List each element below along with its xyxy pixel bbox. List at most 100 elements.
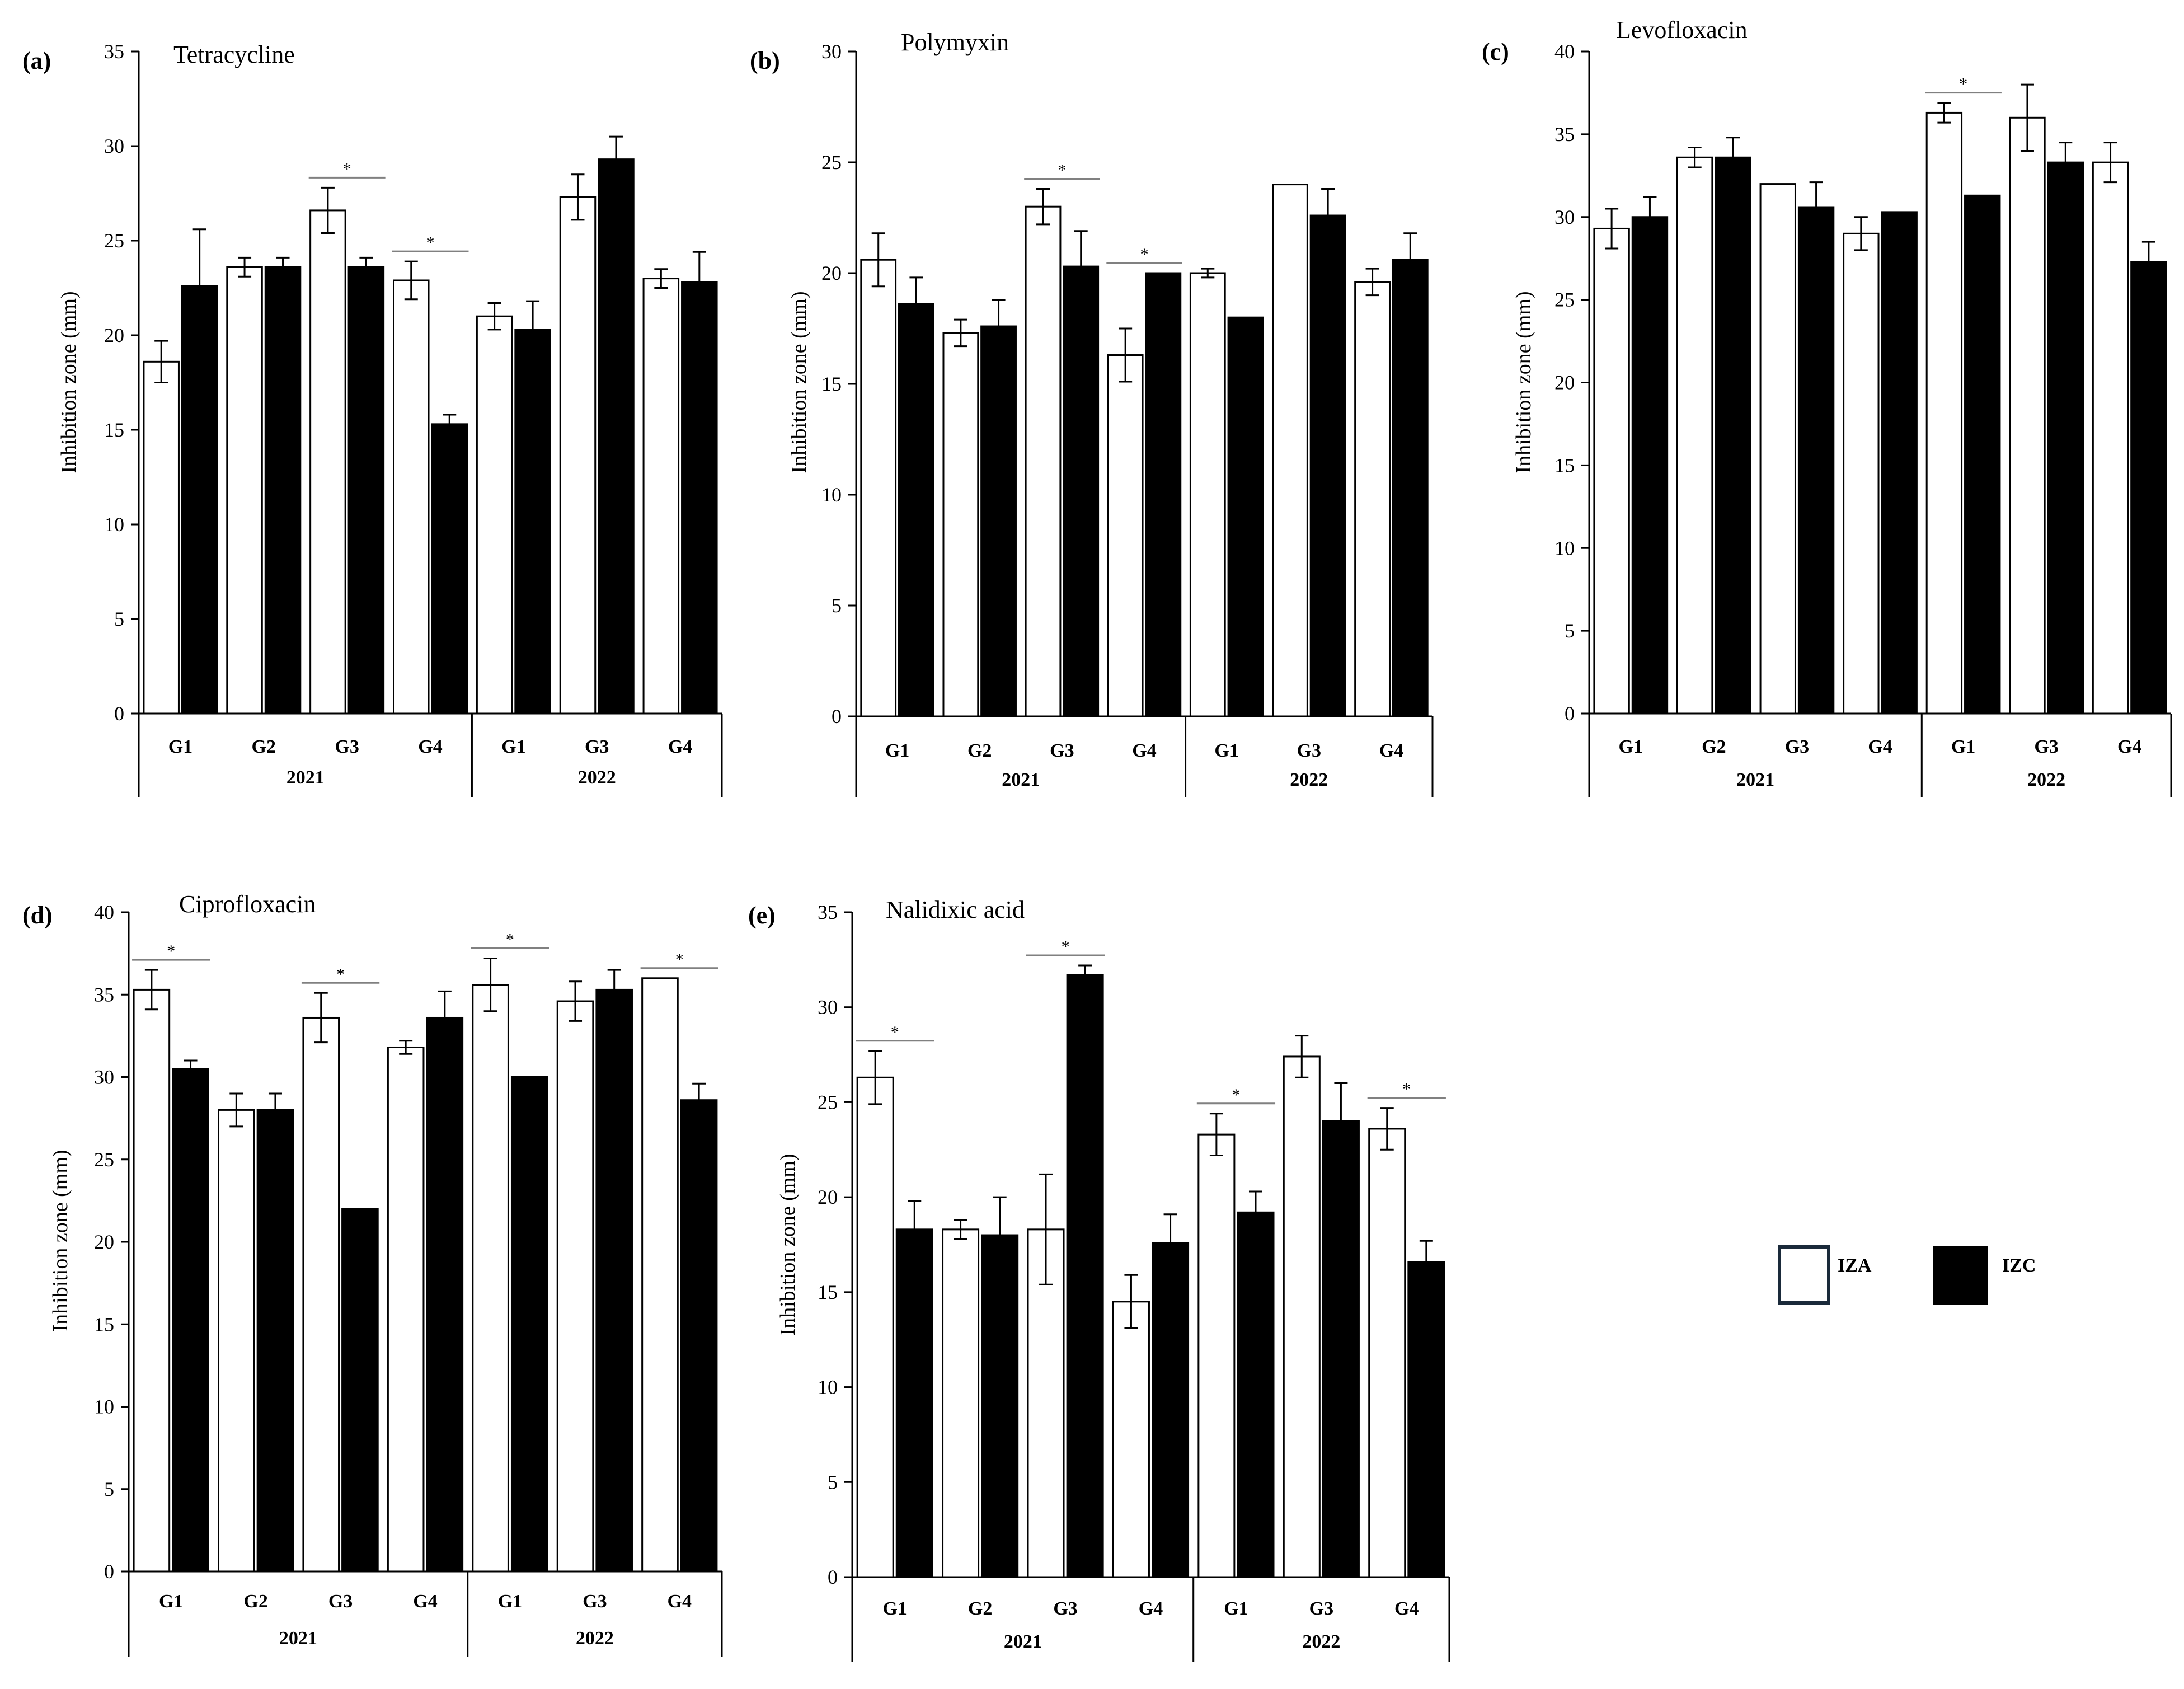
bar-izc-g1	[510, 1076, 548, 1573]
x-tick-label: G4	[1132, 740, 1156, 761]
bar-iza-g1	[860, 259, 897, 717]
error-bar	[1809, 181, 1823, 233]
bar-iza-g3	[302, 1016, 340, 1573]
year-label: 2021	[1004, 1631, 1042, 1652]
error-bar	[321, 186, 335, 234]
bar-iza-g3	[2009, 116, 2046, 715]
error-bar	[443, 414, 457, 435]
significance-star: *	[506, 930, 514, 949]
significance-star: *	[336, 965, 345, 983]
chart-title: Tetracycline	[173, 41, 295, 68]
bar-iza-g1	[472, 984, 509, 1573]
error-bar	[359, 256, 373, 278]
bar-izc-g2	[264, 266, 302, 715]
x-tick-label: G3	[2034, 736, 2058, 757]
bar-iza-g2	[942, 332, 979, 717]
error-bar	[526, 300, 540, 359]
error-bar	[1163, 1213, 1177, 1273]
error-bar	[1937, 102, 1951, 124]
bar-izc-g4	[431, 423, 468, 715]
error-bar	[184, 1059, 198, 1078]
error-bar	[868, 1050, 882, 1105]
significance-marker: *	[308, 159, 386, 179]
error-bar	[654, 268, 668, 289]
chart-title: Levofloxacin	[1616, 16, 1748, 44]
bar-iza-g4	[642, 278, 680, 715]
error-bar	[571, 173, 585, 221]
bar-iza-g4	[1368, 1128, 1406, 1578]
bar-iza-g4	[393, 279, 430, 715]
significance-star: *	[1959, 75, 1967, 93]
chart-title: Polymyxin	[901, 29, 1009, 56]
bar-iza-g1	[856, 1076, 894, 1578]
y-tick-label: 35	[1554, 123, 1575, 146]
bar-iza-g3	[309, 209, 346, 715]
panel-label: (c)	[1482, 38, 1509, 65]
error-bar	[1365, 268, 1379, 297]
panel-label: (e)	[748, 902, 776, 929]
y-tick-label: 0	[104, 1560, 114, 1583]
bar-izc-g4	[1407, 1261, 1445, 1578]
bar-izc-g2	[981, 1234, 1019, 1578]
error-bar	[1295, 1035, 1309, 1078]
legend-label-iza: IZA	[1838, 1255, 1872, 1276]
error-bar	[438, 990, 452, 1045]
significance-star: *	[891, 1023, 899, 1041]
x-tick-label: G2	[1702, 736, 1726, 757]
y-tick-label: 20	[1554, 372, 1575, 394]
x-tick-label: G2	[243, 1591, 267, 1612]
x-tick-label: G2	[967, 740, 992, 761]
y-tick-label: 5	[828, 1471, 838, 1493]
x-tick-label: G1	[885, 740, 909, 761]
y-tick-label: 25	[1554, 289, 1575, 311]
bar-izc-g4	[2130, 261, 2167, 715]
chart-panel-a: (a) Tetracycline Inhibition zone (mm) 0 5 10 1…	[22, 40, 723, 797]
x-tick-label: G4	[1868, 736, 1892, 757]
year-label: 2022	[2027, 770, 2065, 790]
legend: IZA IZC	[1778, 1245, 2036, 1305]
error-bar	[229, 1092, 243, 1128]
bar-iza-g3	[1272, 184, 1308, 717]
panel-label: (d)	[22, 902, 53, 929]
y-tick-label: 25	[104, 229, 124, 252]
error-bar	[144, 969, 158, 1011]
significance-marker: *	[1367, 1080, 1446, 1099]
year-label: 2021	[1002, 770, 1040, 790]
error-bar	[1209, 1113, 1223, 1156]
error-bar	[609, 135, 623, 183]
y-tick-label: 15	[821, 373, 842, 395]
bar-izc-g4	[680, 1099, 718, 1573]
x-tick-label: G1	[498, 1591, 522, 1612]
bar-izc-g1	[895, 1228, 933, 1578]
y-tick-label: 35	[818, 901, 838, 923]
x-tick-label: G3	[1053, 1598, 1077, 1619]
significance-star: *	[1062, 937, 1070, 956]
y-tick-label: 0	[114, 702, 124, 725]
bar-izc-g1	[1631, 216, 1669, 715]
y-tick-label: 10	[821, 484, 842, 506]
error-bar	[2020, 83, 2034, 152]
x-tick-label: G3	[335, 736, 359, 757]
bar-iza-g1	[1197, 1133, 1236, 1578]
x-tick-label: G4	[668, 1591, 692, 1612]
y-tick-label: 30	[821, 40, 842, 63]
error-bar	[1380, 1107, 1394, 1151]
year-label: 2021	[286, 767, 325, 788]
x-tick-label: G4	[413, 1591, 437, 1612]
y-tick-label: 40	[94, 901, 114, 923]
error-bar	[1321, 188, 1335, 243]
bar-izc-g3	[1066, 974, 1104, 1578]
y-tick-label: 30	[818, 996, 838, 1019]
chart-title: Nalidixic acid	[886, 896, 1025, 923]
y-tick-label: 10	[104, 513, 124, 536]
significance-star: *	[1402, 1080, 1411, 1099]
y-tick-label: 5	[1565, 620, 1575, 642]
bar-izc-g4	[681, 281, 718, 715]
error-bar	[1688, 147, 1702, 168]
bar-iza-g2	[226, 266, 263, 715]
bar-izc-g3	[595, 988, 633, 1573]
x-tick-label: G4	[668, 736, 692, 757]
error-bar	[1726, 137, 1740, 179]
error-bar	[1643, 196, 1657, 238]
